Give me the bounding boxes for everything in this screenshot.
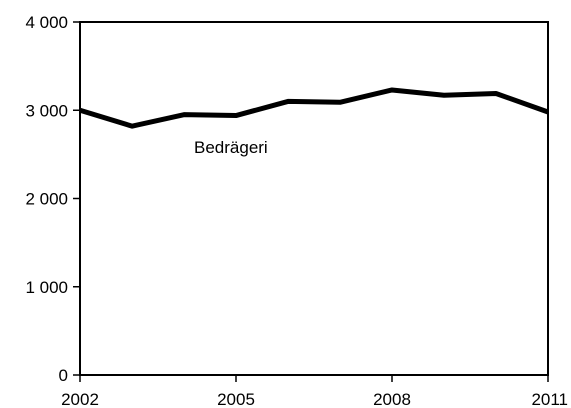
y-tick-label: 2 000 <box>25 190 68 209</box>
y-tick-label: 4 000 <box>25 13 68 32</box>
y-tick-label: 0 <box>59 366 68 385</box>
y-tick-label: 1 000 <box>25 278 68 297</box>
plot-frame <box>79 21 549 376</box>
x-tick-label: 2002 <box>61 390 99 408</box>
x-tick-label: 2005 <box>217 390 255 408</box>
series-annotation-label: Bedrägeri <box>194 138 268 157</box>
series-line <box>79 87 549 129</box>
x-tick-label: 2011 <box>531 390 568 408</box>
y-axis-ticks: 0 1 000 2 000 3 000 4 000 <box>25 13 80 385</box>
x-axis-ticks: 2002 2005 2008 2011 <box>61 375 568 408</box>
y-tick-label: 3 000 <box>25 101 68 120</box>
series-layer <box>79 87 549 129</box>
x-tick-label: 2008 <box>373 390 411 408</box>
